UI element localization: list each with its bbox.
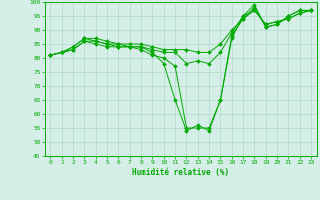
X-axis label: Humidité relative (%): Humidité relative (%) [132,168,229,177]
